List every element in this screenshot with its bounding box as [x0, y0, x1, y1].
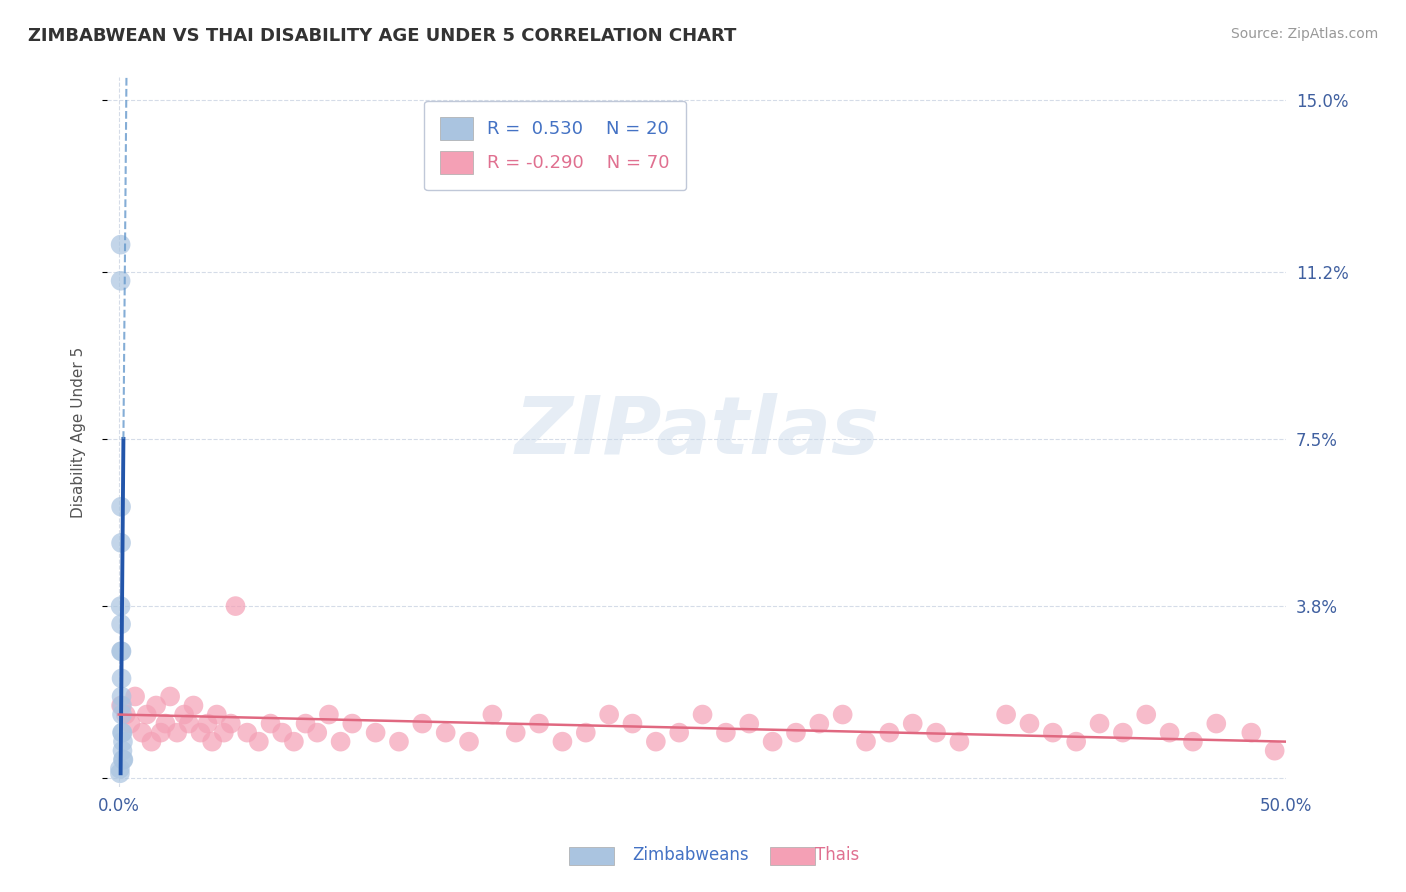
- Point: [177, 716, 200, 731]
- Point: [271, 725, 294, 739]
- Point: [458, 734, 481, 748]
- Point: [135, 707, 157, 722]
- Point: [236, 725, 259, 739]
- Point: [111, 725, 134, 739]
- Point: [668, 725, 690, 739]
- Point: [738, 716, 761, 731]
- Point: [831, 707, 853, 722]
- Point: [388, 734, 411, 748]
- Point: [855, 734, 877, 748]
- Point: [114, 707, 136, 722]
- Point: [111, 725, 134, 739]
- Point: [527, 716, 550, 731]
- Point: [307, 725, 329, 739]
- Point: [1240, 725, 1263, 739]
- Point: [108, 762, 131, 776]
- Point: [785, 725, 807, 739]
- Y-axis label: Disability Age Under 5: Disability Age Under 5: [72, 346, 86, 517]
- Point: [364, 725, 387, 739]
- Point: [190, 725, 212, 739]
- Point: [247, 734, 270, 748]
- Point: [1205, 716, 1227, 731]
- Point: [120, 716, 142, 731]
- Point: [342, 716, 364, 731]
- Point: [1088, 716, 1111, 731]
- Point: [225, 599, 247, 613]
- Point: [131, 725, 153, 739]
- Point: [110, 599, 132, 613]
- Point: [762, 734, 785, 748]
- Point: [110, 617, 132, 632]
- Point: [155, 716, 177, 731]
- Point: [201, 734, 224, 748]
- Point: [111, 734, 134, 748]
- Point: [212, 725, 235, 739]
- Point: [329, 734, 352, 748]
- Point: [1181, 734, 1204, 748]
- Text: Zimbabweans: Zimbabweans: [633, 846, 749, 863]
- Point: [948, 734, 970, 748]
- Point: [808, 716, 831, 731]
- Point: [318, 707, 340, 722]
- Point: [259, 716, 281, 731]
- Point: [1135, 707, 1157, 722]
- Point: [149, 725, 172, 739]
- Legend: R =  0.530    N = 20, R = -0.290    N = 70: R = 0.530 N = 20, R = -0.290 N = 70: [425, 101, 686, 190]
- Point: [110, 644, 132, 658]
- Point: [110, 237, 132, 252]
- Point: [644, 734, 666, 748]
- Text: Source: ZipAtlas.com: Source: ZipAtlas.com: [1230, 27, 1378, 41]
- Point: [111, 698, 134, 713]
- Point: [901, 716, 924, 731]
- Point: [1042, 725, 1064, 739]
- Point: [219, 716, 242, 731]
- Text: ZIPatlas: ZIPatlas: [515, 393, 879, 471]
- Point: [434, 725, 457, 739]
- Point: [411, 716, 433, 731]
- Point: [1064, 734, 1087, 748]
- Point: [183, 698, 205, 713]
- Point: [505, 725, 527, 739]
- Point: [551, 734, 574, 748]
- Point: [283, 734, 305, 748]
- Text: ZIMBABWEAN VS THAI DISABILITY AGE UNDER 5 CORRELATION CHART: ZIMBABWEAN VS THAI DISABILITY AGE UNDER …: [28, 27, 737, 45]
- Point: [110, 672, 132, 686]
- Point: [197, 716, 219, 731]
- Point: [166, 725, 188, 739]
- Point: [145, 698, 167, 713]
- Point: [714, 725, 737, 739]
- Point: [598, 707, 620, 722]
- Point: [111, 707, 134, 722]
- Point: [110, 644, 132, 658]
- Point: [205, 707, 228, 722]
- Point: [110, 500, 132, 514]
- Point: [110, 536, 132, 550]
- Point: [1112, 725, 1135, 739]
- Point: [110, 698, 132, 713]
- Point: [111, 744, 134, 758]
- Point: [621, 716, 644, 731]
- Point: [692, 707, 714, 722]
- Point: [1018, 716, 1040, 731]
- Point: [995, 707, 1018, 722]
- Point: [925, 725, 948, 739]
- Point: [575, 725, 598, 739]
- Point: [110, 690, 132, 704]
- Point: [112, 753, 135, 767]
- Text: Thais: Thais: [815, 846, 859, 863]
- Point: [111, 753, 134, 767]
- Point: [108, 766, 131, 780]
- Point: [124, 690, 146, 704]
- Point: [159, 690, 181, 704]
- Point: [110, 274, 132, 288]
- Point: [141, 734, 163, 748]
- Point: [294, 716, 316, 731]
- Point: [481, 707, 503, 722]
- Point: [1264, 744, 1286, 758]
- Point: [173, 707, 195, 722]
- Point: [1159, 725, 1181, 739]
- Point: [879, 725, 901, 739]
